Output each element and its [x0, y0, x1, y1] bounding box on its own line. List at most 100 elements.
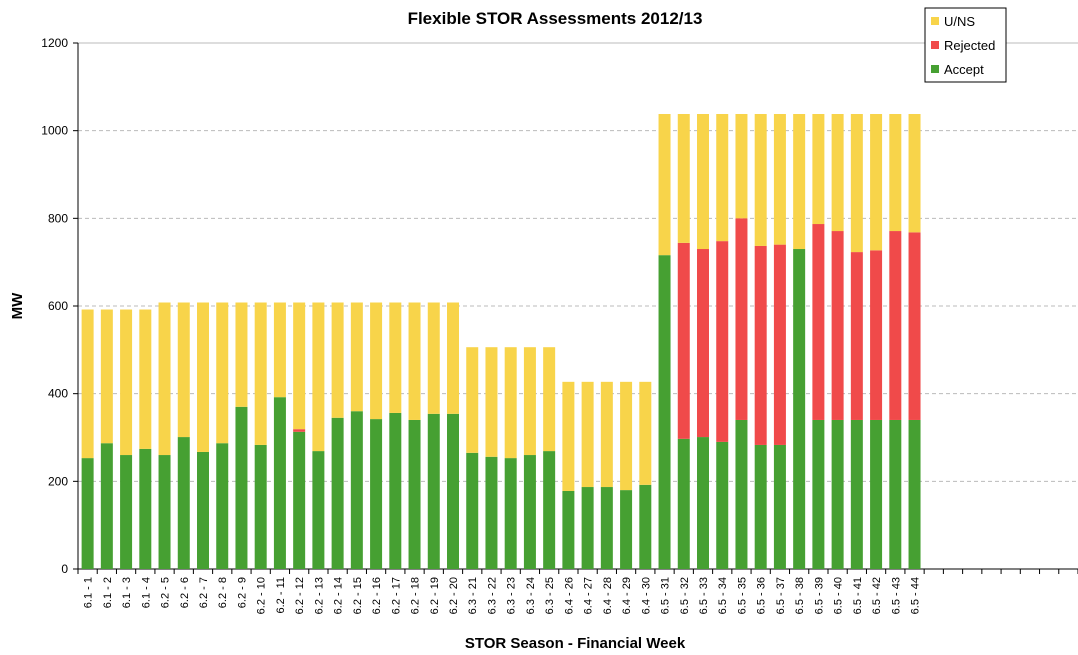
bar-segment [716, 241, 729, 442]
bar-segment [562, 381, 575, 491]
bar-segment [697, 114, 709, 250]
y-tick-label: 400 [48, 387, 68, 401]
bar-segment [620, 381, 633, 491]
x-tick-label: 6.2 - 6 [179, 577, 191, 608]
bar-segment [389, 302, 402, 413]
bar-segment [139, 309, 152, 449]
bar-segment [389, 412, 402, 569]
bar-segment [370, 302, 383, 420]
bar-segment [216, 302, 229, 444]
bar-segment [889, 419, 902, 569]
chart-title: Flexible STOR Assessments 2012/13 [408, 9, 703, 28]
bar-segment [697, 437, 709, 569]
x-tick-label: 6.3 - 22 [486, 577, 498, 614]
bar-segment [254, 302, 267, 445]
bar-segment [81, 458, 94, 569]
bar-segment [100, 309, 113, 444]
bar-segment [273, 302, 286, 398]
bar-segment [293, 431, 306, 569]
bar-segment [293, 302, 306, 430]
bar-segment [697, 249, 709, 438]
legend-label: U/NS [944, 14, 975, 29]
bar-segment [793, 249, 806, 569]
bar-segment [350, 411, 363, 569]
bar-segment [620, 490, 633, 569]
x-tick-label: 6.4 - 30 [640, 577, 652, 614]
x-tick-label: 6.3 - 21 [467, 577, 479, 614]
x-tick-label: 6.5 - 37 [775, 577, 787, 614]
legend-label: Accept [944, 62, 984, 77]
bar-segment [908, 114, 921, 233]
bar-segment [754, 114, 767, 246]
bar-segment [177, 437, 190, 569]
x-tick-label: 6.2 - 17 [390, 577, 402, 614]
bar-segment [331, 417, 344, 569]
bar-segment [600, 381, 613, 488]
bar-segment [870, 419, 883, 569]
bar-segment [408, 302, 421, 420]
bar-segment [831, 114, 844, 232]
x-tick-label: 6.2 - 16 [371, 577, 383, 614]
bar-segment [658, 255, 671, 570]
bar-segment [504, 347, 517, 459]
bar-segment [427, 413, 440, 569]
x-tick-label: 6.5 - 40 [833, 577, 845, 614]
x-tick-label: 6.5 - 39 [813, 577, 825, 614]
bar-segment [870, 114, 883, 251]
bar-segment [889, 231, 902, 420]
x-tick-label: 6.1 - 2 [102, 577, 114, 608]
bar-segment [504, 458, 517, 569]
x-tick-label: 6.5 - 35 [736, 577, 748, 614]
y-tick-label: 1200 [41, 36, 68, 50]
bar-segment [312, 451, 325, 569]
x-tick-label: 6.2 - 18 [410, 577, 422, 614]
bar-segment [370, 419, 383, 569]
x-tick-label: 6.2 - 7 [198, 577, 210, 608]
bar-segment [812, 419, 825, 569]
bar-segment [908, 232, 921, 420]
x-tick-label: 6.5 - 31 [660, 577, 672, 614]
bar-segment [273, 397, 286, 569]
x-tick-label: 6.2 - 5 [160, 577, 172, 608]
x-tick-label: 6.5 - 44 [910, 577, 922, 614]
bar-segment [773, 444, 786, 569]
bar-segment [120, 309, 133, 456]
bar-segment [485, 456, 498, 569]
bar-segment [466, 347, 479, 453]
legend-swatch [931, 17, 939, 25]
x-tick-label: 6.1 - 1 [83, 577, 95, 608]
legend-swatch [931, 41, 939, 49]
bar-segment [139, 448, 152, 569]
bar-segment [850, 419, 863, 569]
x-tick-label: 6.2 - 8 [217, 577, 229, 608]
x-tick-label: 6.2 - 13 [313, 577, 325, 614]
bar-segment [447, 302, 459, 414]
x-axis-label: STOR Season - Financial Week [465, 635, 686, 652]
x-tick-label: 6.5 - 42 [871, 577, 883, 614]
bar-segment [754, 245, 767, 445]
x-tick-label: 6.4 - 29 [621, 577, 633, 614]
bar-segment [639, 484, 652, 569]
bar-segment [908, 419, 921, 569]
x-tick-label: 6.2 - 14 [333, 577, 345, 614]
bar-segment [158, 455, 171, 569]
bar-segment [677, 242, 690, 439]
bar-segment [658, 114, 671, 256]
bar-segment [677, 438, 690, 569]
x-tick-label: 6.2 - 9 [236, 577, 248, 608]
legend-swatch [931, 65, 939, 73]
y-tick-label: 0 [61, 562, 68, 576]
x-tick-label: 6.4 - 26 [563, 577, 575, 614]
bar-segment [850, 114, 863, 253]
bar-segment [543, 451, 556, 569]
bar-segment [754, 444, 767, 569]
x-tick-label: 6.3 - 24 [525, 577, 537, 614]
x-tick-label: 6.4 - 28 [602, 577, 614, 614]
x-tick-label: 6.3 - 23 [506, 577, 518, 614]
y-tick-label: 600 [48, 299, 68, 313]
y-axis-label: MW [9, 292, 26, 319]
bar-segment [870, 250, 883, 420]
bar-segment [889, 114, 902, 232]
bar-segment [716, 114, 729, 242]
